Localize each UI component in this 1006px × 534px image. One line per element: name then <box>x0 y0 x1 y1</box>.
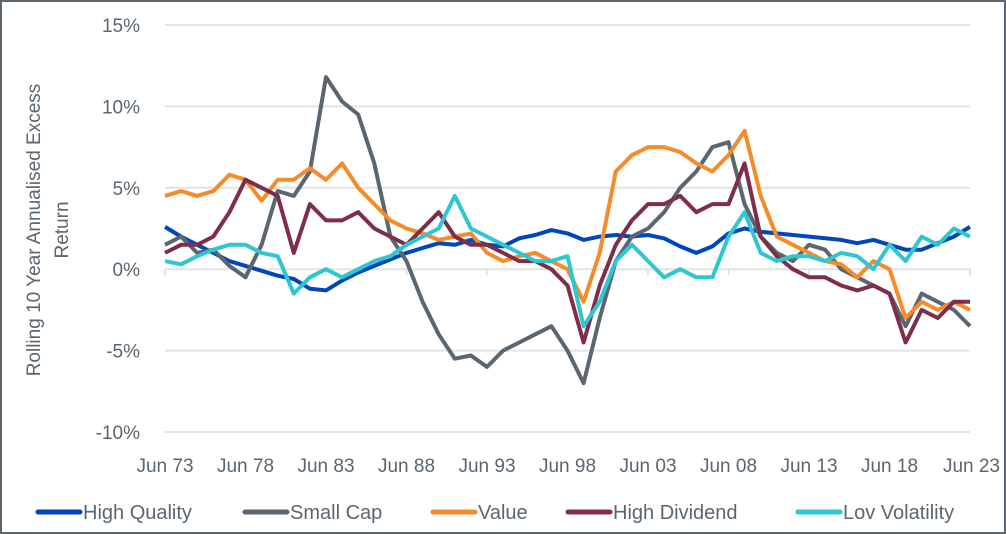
legend-item: High Quality <box>35 502 192 524</box>
x-tick-label: Jun 73 <box>136 456 193 477</box>
legend-label: Small Cap <box>290 502 382 524</box>
y-axis-ticks: 15% 10% 5% 0% -5% -10% <box>96 16 140 444</box>
y-axis-label-line2: Return <box>52 201 73 258</box>
x-tick-label: Jun 13 <box>780 456 837 477</box>
x-tick-label: Jun 18 <box>861 456 918 477</box>
legend-item: High Dividend <box>565 502 738 524</box>
x-tick-label: Jun 08 <box>700 456 757 477</box>
x-tick-label: Jun 93 <box>458 456 515 477</box>
x-tick-label: Jun 98 <box>539 456 596 477</box>
series-lines <box>163 75 972 386</box>
legend-item: Value <box>430 502 528 524</box>
legend-item: Lov Volatility <box>795 502 954 524</box>
y-axis-label-line1: Rolling 10 Year Annualised Excess <box>24 84 45 377</box>
legend: High Quality Small Cap Value High Dividend L… <box>35 502 954 524</box>
y-tick-label: 5% <box>113 179 141 200</box>
y-tick-label: 15% <box>102 16 140 37</box>
legend-item: Small Cap <box>242 502 382 524</box>
legend-label: Lov Volatility <box>843 502 954 524</box>
y-tick-label: -10% <box>96 423 140 444</box>
series-line-value <box>164 128 971 320</box>
x-tick-label: Jun 23 <box>943 456 1000 477</box>
legend-label: Value <box>478 502 528 524</box>
y-tick-label: 0% <box>113 260 141 281</box>
x-tick-label: Jun 03 <box>619 456 676 477</box>
y-tick-label: 10% <box>102 97 140 118</box>
x-tick-label: Jun 88 <box>378 456 435 477</box>
x-axis-ticks: Jun 73 Jun 78 Jun 83 Jun 88 Jun 93 Jun 98 Jun … <box>136 269 1000 477</box>
x-tick-label: Jun 78 <box>217 456 274 477</box>
series-line-high-quality <box>163 225 972 293</box>
legend-label: High Dividend <box>613 502 738 524</box>
legend-label: High Quality <box>83 502 192 524</box>
y-tick-label: -5% <box>106 342 140 363</box>
x-tick-label: Jun 83 <box>297 456 354 477</box>
series-line-lov-volatility <box>164 193 971 329</box>
series-line-high-dividend <box>164 161 970 345</box>
